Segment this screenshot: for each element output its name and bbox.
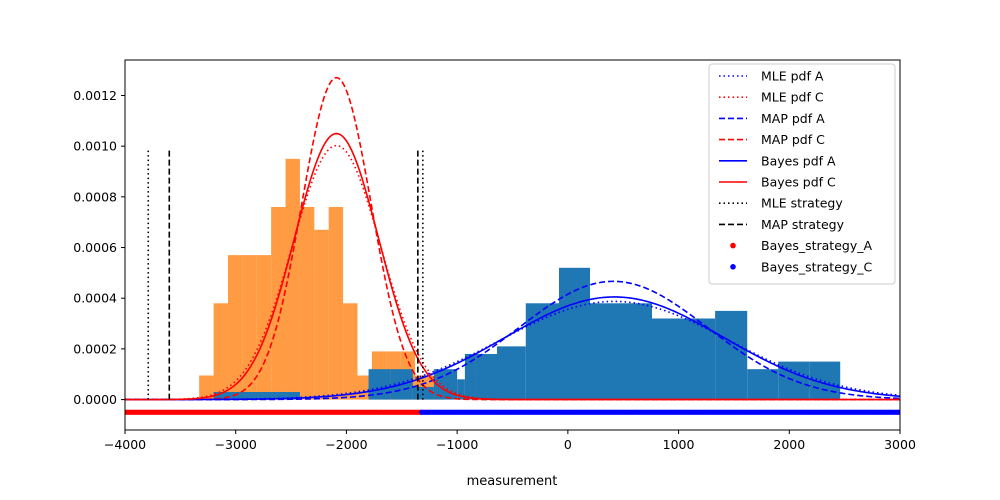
legend-label-mle-pdf-a: MLE pdf A bbox=[761, 69, 824, 84]
hist_C-bar bbox=[242, 255, 256, 399]
legend-label-bayes-pdf-c: Bayes pdf C bbox=[761, 175, 836, 190]
x-tick-label: −4000 bbox=[104, 437, 146, 452]
legend-label-bayes-strategy-c: Bayes_strategy_C bbox=[761, 259, 872, 274]
x-tick-label: 3000 bbox=[884, 437, 916, 452]
y-tick-label: 0.0010 bbox=[73, 139, 117, 154]
x-tick-label: −3000 bbox=[215, 437, 257, 452]
x-tick-label: 1000 bbox=[663, 437, 695, 452]
legend-label-map-strategy: MAP strategy bbox=[761, 217, 845, 232]
legend-label-map-pdf-c: MAP pdf C bbox=[761, 132, 825, 147]
y-tick-label: 0.0006 bbox=[73, 240, 117, 255]
x-axis-label: measurement bbox=[467, 474, 558, 489]
hist_C-bar bbox=[329, 207, 343, 400]
hist_C-bar bbox=[228, 255, 242, 399]
hist_A-bar bbox=[747, 369, 778, 399]
x-tick-label: 2000 bbox=[773, 437, 805, 452]
x-tick-label: 0 bbox=[564, 437, 572, 452]
hist_C-bar bbox=[300, 207, 314, 400]
hist_C-bar bbox=[271, 207, 285, 400]
hist_A-bar bbox=[476, 354, 497, 400]
y-tick-label: 0.0012 bbox=[73, 88, 117, 103]
y-tick-label: 0.0000 bbox=[73, 392, 117, 407]
hist_A-bar bbox=[497, 346, 526, 399]
hist_C-bar bbox=[314, 230, 328, 400]
legend-swatch-bayes-strategy-c bbox=[730, 264, 736, 270]
legend-label-mle-pdf-c: MLE pdf C bbox=[761, 90, 824, 105]
x-tick-label: −2000 bbox=[325, 437, 367, 452]
legend-swatch-bayes-strategy-a bbox=[730, 243, 736, 249]
x-tick-label: −1000 bbox=[436, 437, 478, 452]
legend-label-bayes-strategy-a: Bayes_strategy_A bbox=[761, 238, 872, 253]
hist_A-bar bbox=[590, 303, 621, 399]
hist_A-bar bbox=[715, 311, 747, 400]
hist_A-bar bbox=[413, 387, 434, 400]
hist_C-bar bbox=[343, 303, 357, 399]
hist_A-bar bbox=[559, 268, 590, 400]
hist_C-bar bbox=[286, 159, 300, 400]
legend-label-bayes-pdf-a: Bayes pdf A bbox=[761, 153, 836, 168]
legend-label-mle-strategy: MLE strategy bbox=[761, 196, 843, 211]
hist_A-bar bbox=[621, 303, 652, 399]
legend-label-map-pdf-a: MAP pdf A bbox=[761, 111, 825, 126]
y-tick-label: 0.0004 bbox=[73, 291, 117, 306]
hist_C-bar bbox=[214, 303, 228, 399]
y-tick-label: 0.0008 bbox=[73, 189, 117, 204]
legend: MLE pdf A MLE pdf C MAP pdf A MAP pdf C Baye… bbox=[709, 64, 895, 284]
hist_A-bar bbox=[652, 318, 683, 399]
y-tick-label: 0.0002 bbox=[73, 341, 117, 356]
